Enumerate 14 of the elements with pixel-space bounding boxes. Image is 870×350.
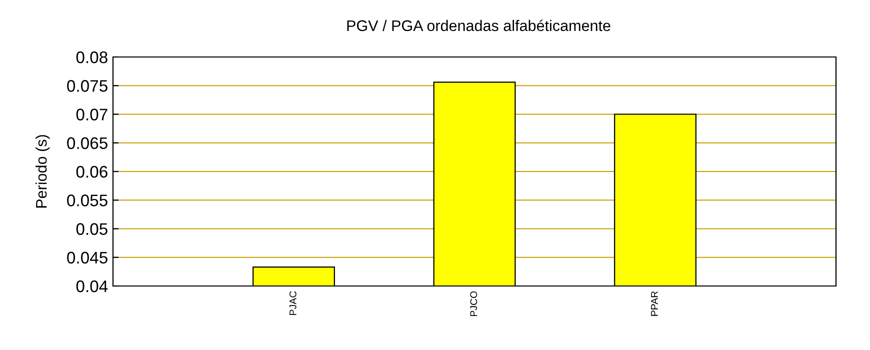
y-tick-label: 0.04 [76, 280, 108, 292]
y-tick-label: 0.065 [67, 137, 108, 150]
x-tick-label: PJAC [289, 291, 296, 315]
y-tick-label: 0.06 [76, 166, 108, 178]
y-axis-title: Periodo (s) [36, 135, 50, 208]
y-tick-label: 0.08 [76, 51, 108, 64]
y-tick-label: 0.07 [76, 108, 108, 120]
y-tick-label: 0.075 [67, 80, 108, 92]
y-tick-label: 0.055 [67, 194, 108, 206]
x-tick-label: PJCO [470, 291, 478, 316]
y-tick-label: 0.05 [76, 223, 108, 235]
chart-title: PGV / PGA ordenadas alfabéticamente [347, 20, 610, 32]
x-tick-label: PPAR [651, 291, 658, 316]
y-tick-label: 0.045 [67, 252, 108, 264]
